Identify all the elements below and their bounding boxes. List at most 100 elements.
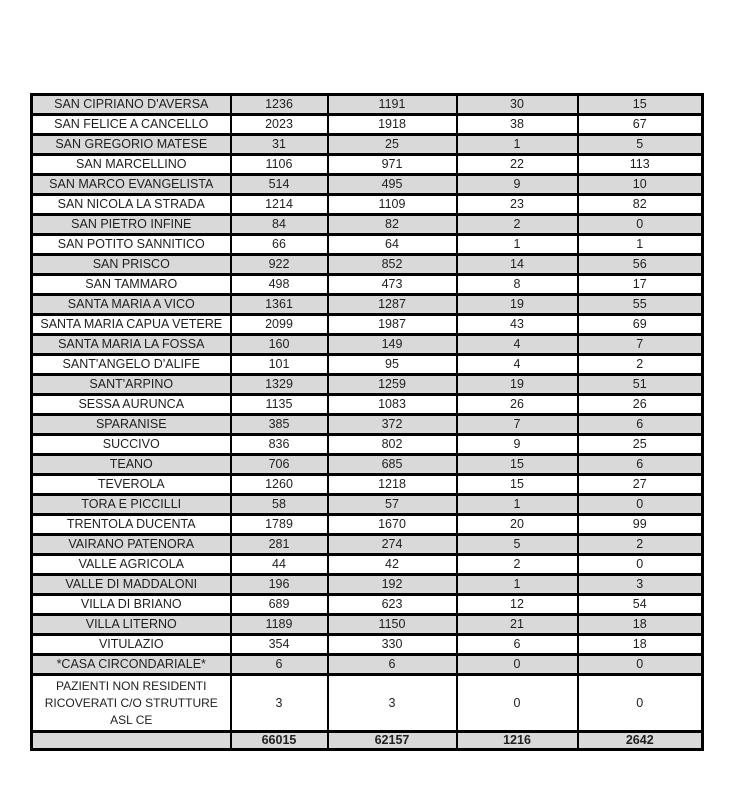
municipality-name-cell: SPARANISE	[30, 413, 232, 436]
value-cell: 67	[576, 113, 704, 136]
table-row: TEVEROLA 1260 1218 15 27	[30, 473, 704, 496]
value-cell: 18	[576, 613, 704, 636]
value-cell: 6	[326, 653, 458, 676]
value-cell: 6	[576, 453, 704, 476]
value-cell: 66	[229, 233, 329, 256]
value-cell: 1083	[326, 393, 458, 416]
value-cell: 99	[576, 513, 704, 536]
value-cell: 9	[455, 173, 579, 196]
municipality-name-cell: SESSA AURUNCA	[30, 393, 232, 416]
value-cell: 0	[576, 213, 704, 236]
value-cell: 1189	[229, 613, 329, 636]
value-cell: 1260	[229, 473, 329, 496]
value-cell: 1	[576, 233, 704, 256]
value-cell: 6	[455, 633, 579, 656]
value-cell: 1361	[229, 293, 329, 316]
value-cell: 54	[576, 593, 704, 616]
value-cell: 113	[576, 153, 704, 176]
value-cell: 23	[455, 193, 579, 216]
table-row: SAN TAMMARO 498 473 8 17	[30, 273, 704, 296]
municipality-name-cell: SAN MARCELLINO	[30, 153, 232, 176]
value-cell: 498	[229, 273, 329, 296]
municipality-name-cell: SAN PIETRO INFINE	[30, 213, 232, 236]
value-cell: 2023	[229, 113, 329, 136]
value-cell: 1	[455, 573, 579, 596]
table-row: SANTA MARIA A VICO 1361 1287 19 55	[30, 293, 704, 316]
table-row: PAZIENTI NON RESIDENTI RICOVERATI C/O ST…	[30, 672, 704, 734]
value-cell: 95	[326, 353, 458, 376]
total-cell: 1216	[455, 730, 579, 752]
value-cell: 330	[326, 633, 458, 656]
municipality-name-cell: SANTA MARIA CAPUA VETERE	[30, 313, 232, 336]
table-row: SANTA MARIA CAPUA VETERE 2099 1987 43 69	[30, 313, 704, 336]
table-row: SPARANISE 385 372 7 6	[30, 413, 704, 436]
value-cell: 3	[326, 672, 458, 734]
value-cell: 21	[455, 613, 579, 636]
municipality-name-cell: VALLE DI MADDALONI	[30, 573, 232, 596]
total-cell: 66015	[229, 730, 329, 752]
value-cell: 1218	[326, 473, 458, 496]
value-cell: 19	[455, 293, 579, 316]
value-cell: 12	[455, 593, 579, 616]
value-cell: 3	[576, 573, 704, 596]
value-cell: 0	[576, 672, 704, 734]
value-cell: 8	[455, 273, 579, 296]
value-cell: 17	[576, 273, 704, 296]
table-row: SANTA MARIA LA FOSSA 160 149 4 7	[30, 333, 704, 356]
total-cell: 62157	[326, 730, 458, 752]
value-cell: 4	[455, 333, 579, 356]
value-cell: 149	[326, 333, 458, 356]
value-cell: 836	[229, 433, 329, 456]
table-row: SAN GREGORIO MATESE 31 25 1 5	[30, 133, 704, 156]
municipality-name-cell: SAN FELICE A CANCELLO	[30, 113, 232, 136]
value-cell: 2	[455, 213, 579, 236]
municipality-name-cell: TEANO	[30, 453, 232, 476]
table-row: SAN POTITO SANNITICO 66 64 1 1	[30, 233, 704, 256]
value-cell: 82	[326, 213, 458, 236]
value-cell: 4	[455, 353, 579, 376]
value-cell: 1259	[326, 373, 458, 396]
value-cell: 2	[576, 353, 704, 376]
value-cell: 15	[455, 453, 579, 476]
value-cell: 101	[229, 353, 329, 376]
value-cell: 69	[576, 313, 704, 336]
municipality-name-cell: VILLA LITERNO	[30, 613, 232, 636]
value-cell: 971	[326, 153, 458, 176]
value-cell: 1	[455, 133, 579, 156]
value-cell: 2099	[229, 313, 329, 336]
totals-row: 66015 62157 1216 2642	[30, 730, 704, 752]
value-cell: 20	[455, 513, 579, 536]
table-row: SESSA AURUNCA 1135 1083 26 26	[30, 393, 704, 416]
value-cell: 2	[455, 553, 579, 576]
table-row: SAN MARCO EVANGELISTA 514 495 9 10	[30, 173, 704, 196]
municipality-name-cell: SAN GREGORIO MATESE	[30, 133, 232, 156]
municipality-name-cell: SAN TAMMARO	[30, 273, 232, 296]
value-cell: 1987	[326, 313, 458, 336]
value-cell: 43	[455, 313, 579, 336]
value-cell: 473	[326, 273, 458, 296]
table-row: VITULAZIO 354 330 6 18	[30, 633, 704, 656]
value-cell: 0	[576, 653, 704, 676]
value-cell: 196	[229, 573, 329, 596]
value-cell: 706	[229, 453, 329, 476]
value-cell: 57	[326, 493, 458, 516]
value-cell: 2	[576, 533, 704, 556]
value-cell: 802	[326, 433, 458, 456]
value-cell: 6	[229, 653, 329, 676]
value-cell: 25	[576, 433, 704, 456]
value-cell: 7	[576, 333, 704, 356]
value-cell: 25	[326, 133, 458, 156]
municipality-name-cell: TEVEROLA	[30, 473, 232, 496]
table-row: VILLA DI BRIANO 689 623 12 54	[30, 593, 704, 616]
table-row: *CASA CIRCONDARIALE* 6 6 0 0	[30, 653, 704, 676]
value-cell: 0	[455, 672, 579, 734]
value-cell: 160	[229, 333, 329, 356]
municipality-name-cell: VAIRANO PATENORA	[30, 533, 232, 556]
municipality-name-cell: SAN POTITO SANNITICO	[30, 233, 232, 256]
table-row: SANT'ANGELO D'ALIFE 101 95 4 2	[30, 353, 704, 376]
value-cell: 0	[576, 493, 704, 516]
value-cell: 514	[229, 173, 329, 196]
table-row: SUCCIVO 836 802 9 25	[30, 433, 704, 456]
value-cell: 22	[455, 153, 579, 176]
